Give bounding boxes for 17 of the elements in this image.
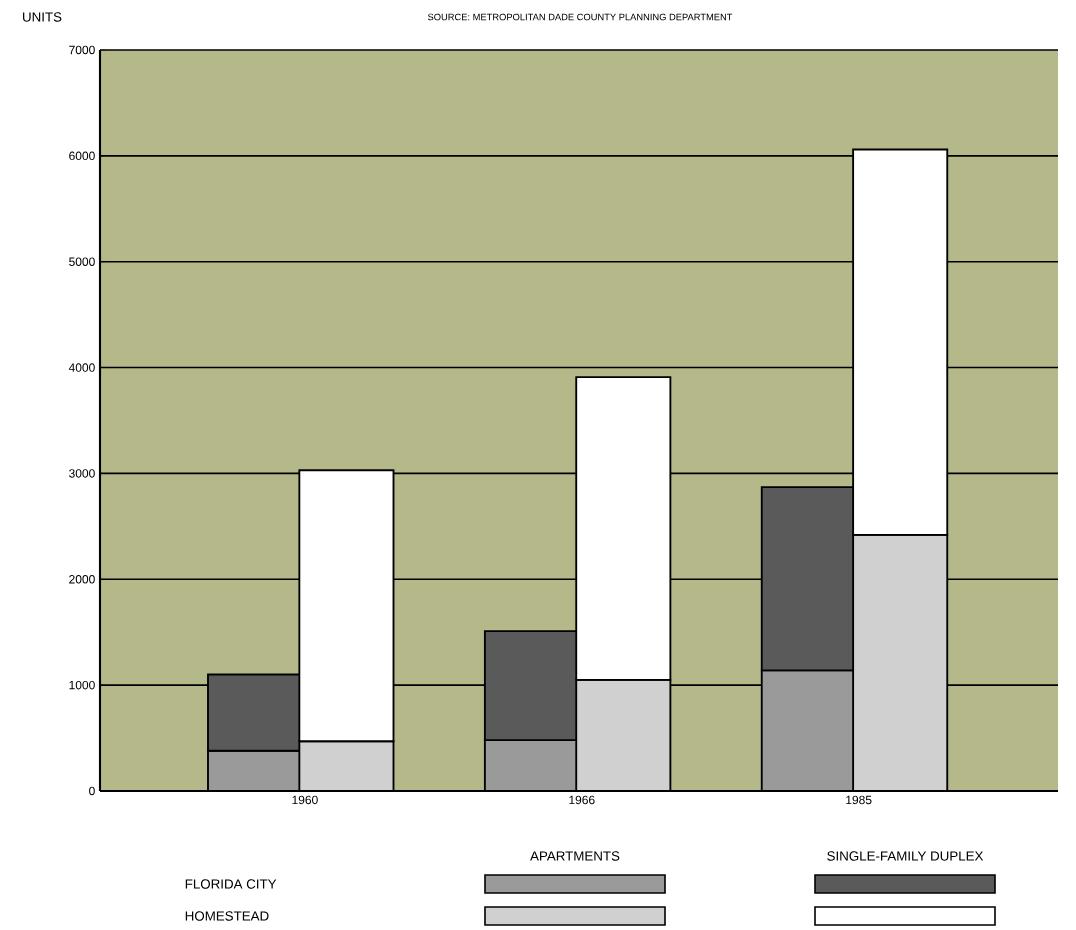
y-tick-label: 4000 [68, 363, 95, 372]
text: FLORIDA CITY [185, 879, 277, 889]
text: 1985 [846, 795, 872, 805]
y-tick-label: 0 [89, 786, 95, 796]
text: 1960 [292, 795, 318, 805]
y-tick-label: 5000 [69, 257, 95, 266]
text: APARTMENTS [530, 851, 620, 861]
y-tick-label: 2000 [69, 575, 95, 584]
text: HOMESTEAD [185, 911, 269, 921]
y-tick-label: 1000 [69, 680, 95, 690]
y-tick-label: 6000 [69, 151, 95, 161]
y-axis-title: UNITS [23, 12, 62, 22]
y-tick-label: 3000 [69, 469, 95, 478]
text: SINGLE-FAMILY DUPLEX [827, 851, 984, 861]
text: 1966 [569, 795, 595, 805]
source-note: SOURCE: METROPOLITAN DADE COUNTY PLANNING DEPARTMENT [427, 13, 733, 21]
y-tick-label: 7000 [69, 45, 95, 55]
